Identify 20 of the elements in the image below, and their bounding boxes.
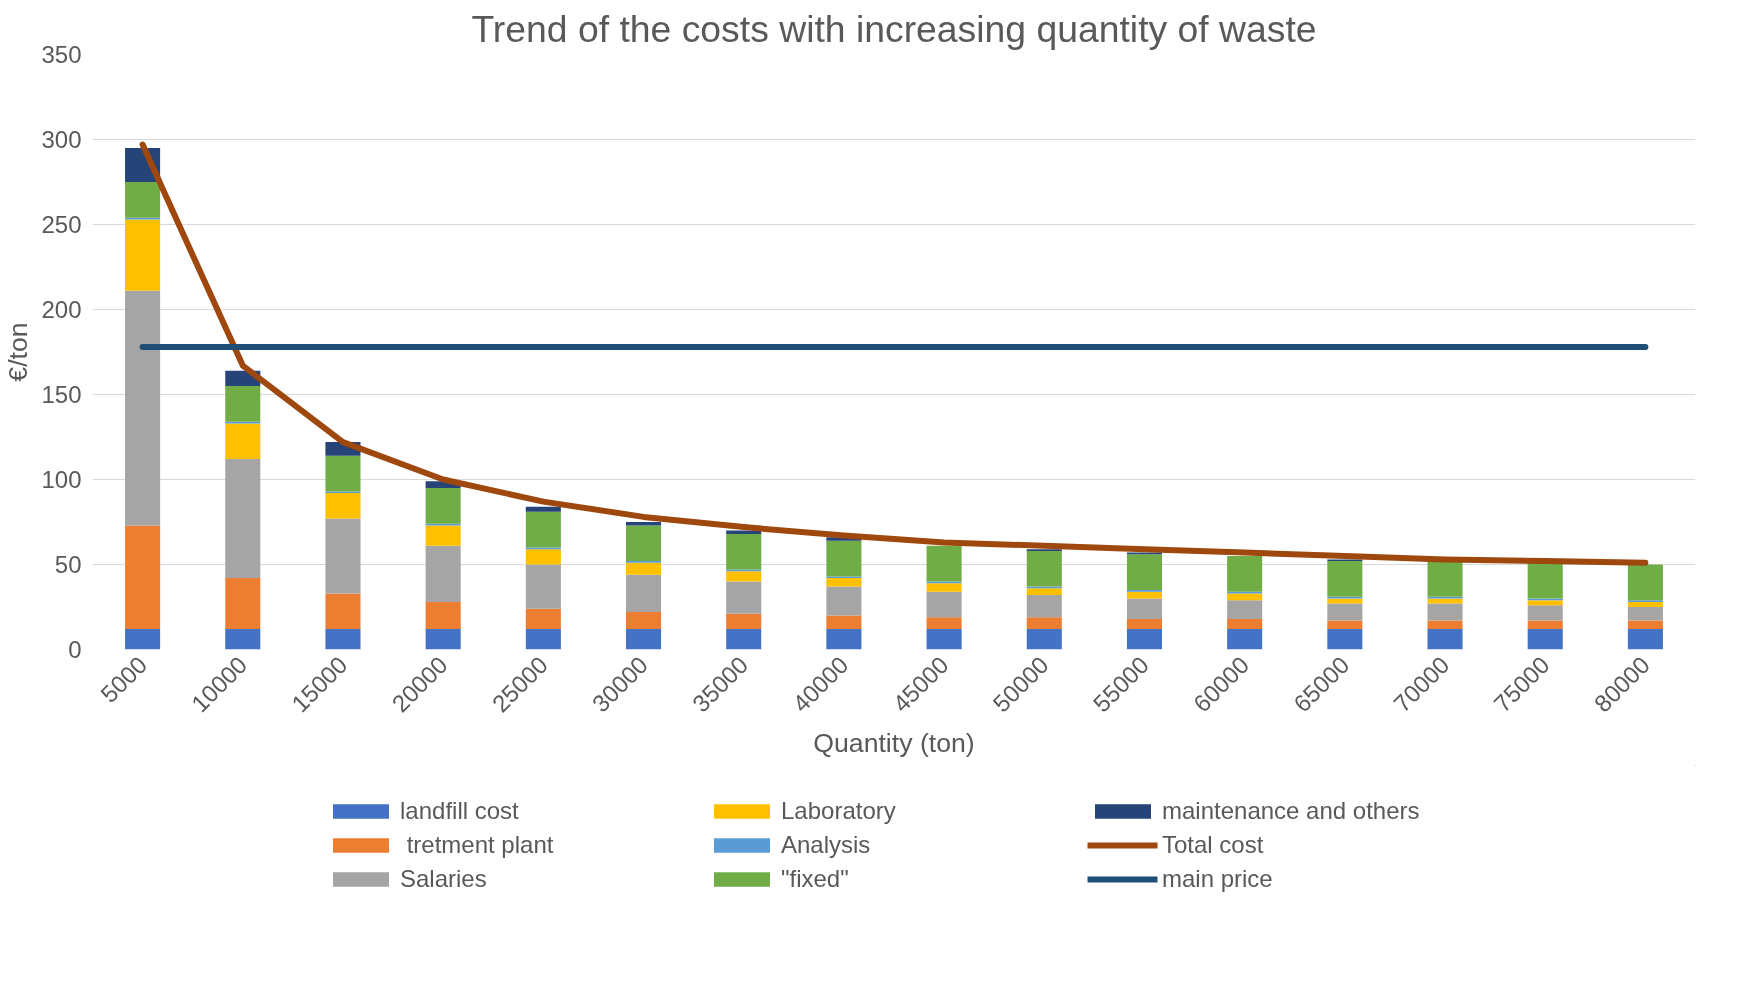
y-axis-title: €/ton	[3, 322, 34, 382]
y-tick-label: 250	[41, 211, 82, 238]
y-tick-label: 100	[41, 466, 82, 493]
legend-label: Laboratory	[781, 797, 897, 825]
y-tick-label: 300	[41, 126, 82, 153]
legend-label: "fixed"	[781, 865, 850, 893]
y-tick-label: 200	[41, 296, 82, 323]
chart-title: Trend of the costs with increasing quantity of waste	[471, 7, 1317, 50]
legend-label: main price	[1162, 865, 1274, 893]
legend-label: tretment plant	[405, 831, 555, 859]
legend-label: Analysis	[781, 831, 872, 859]
y-tick-label: 50	[54, 551, 82, 578]
legend-label: Salaries	[400, 865, 488, 893]
x-axis-title: Quantity (ton)	[813, 727, 975, 758]
y-tick-label: 0	[68, 636, 82, 663]
y-tick-label: 150	[41, 381, 82, 408]
legend-label: landfill cost	[400, 797, 520, 825]
y-tick-label: 350	[41, 41, 82, 68]
legend-label: Total cost	[1162, 831, 1265, 859]
legend-label: maintenance and others	[1162, 797, 1421, 825]
